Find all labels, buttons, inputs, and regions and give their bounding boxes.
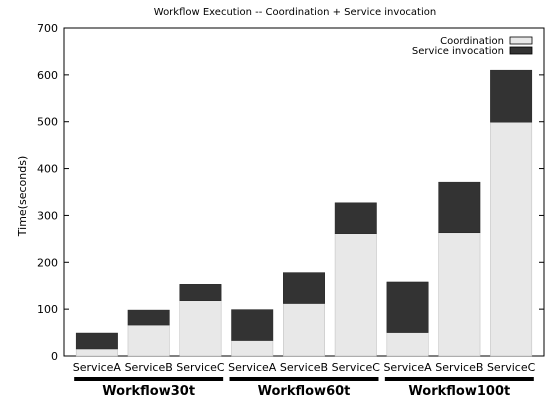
bar-segment-coordination [75, 348, 118, 357]
bar-segment-service-invocation [334, 202, 377, 234]
bar-segment-service-invocation [75, 332, 118, 350]
group-underline-bar [229, 377, 379, 381]
bar-segment-coordination [179, 300, 222, 357]
group-underline-bar [384, 377, 534, 381]
group-underline-bar [74, 377, 224, 381]
category-label: ServiceC [176, 361, 225, 374]
category-label: ServiceC [332, 361, 381, 374]
bar-segment-coordination [283, 303, 325, 357]
y-tick-label: 500 [37, 116, 58, 129]
bar-segment-service-invocation [438, 181, 481, 234]
y-axis: 0 100 200 300 400 500 600 700 [37, 22, 544, 363]
chart-title: Workflow Execution -- Coordination + Ser… [154, 7, 436, 18]
bar-segment-coordination [490, 121, 533, 357]
category-labels: ServiceA ServiceB ServiceC ServiceA ServiceB… [73, 361, 536, 374]
group-label: Workflow30t [102, 384, 195, 399]
category-label: ServiceB [125, 361, 173, 374]
bar-segment-coordination [438, 232, 481, 357]
category-label: ServiceC [487, 361, 536, 374]
legend-swatch [509, 36, 533, 45]
group-label: Workflow60t [258, 384, 351, 399]
bar-segment-coordination [334, 233, 377, 357]
bar-segment-service-invocation [490, 69, 533, 123]
bar-segment-coordination [127, 324, 170, 357]
bar-segment-service-invocation [179, 284, 222, 301]
bar-segment-service-invocation [283, 272, 325, 304]
y-tick-label: 400 [37, 163, 58, 176]
legend-swatch [509, 46, 533, 55]
bar-segment-coordination [231, 340, 274, 357]
group-labels: Workflow30t Workflow60t Workflow100t [74, 377, 534, 399]
y-tick-label: 200 [37, 256, 58, 269]
bar-segment-service-invocation [231, 309, 274, 341]
bar-segment-service-invocation [127, 309, 170, 326]
legend-label: Service invocation [412, 46, 504, 57]
category-label: ServiceA [383, 361, 432, 374]
y-tick-label: 100 [37, 303, 58, 316]
y-tick-label: 300 [37, 209, 58, 222]
bar-segment-service-invocation [386, 281, 429, 333]
bars [75, 69, 533, 357]
y-tick-label: 700 [37, 22, 58, 35]
y-tick-label: 600 [37, 69, 58, 82]
legend-label: Coordination [440, 36, 504, 47]
bar-segment-coordination [386, 332, 429, 357]
category-label: ServiceB [280, 361, 328, 374]
y-axis-label: Time(seconds) [16, 156, 29, 237]
y-tick-label: 0 [51, 350, 58, 363]
category-label: ServiceA [73, 361, 122, 374]
category-label: ServiceA [228, 361, 277, 374]
group-label: Workflow100t [408, 384, 510, 399]
category-label: ServiceB [435, 361, 483, 374]
